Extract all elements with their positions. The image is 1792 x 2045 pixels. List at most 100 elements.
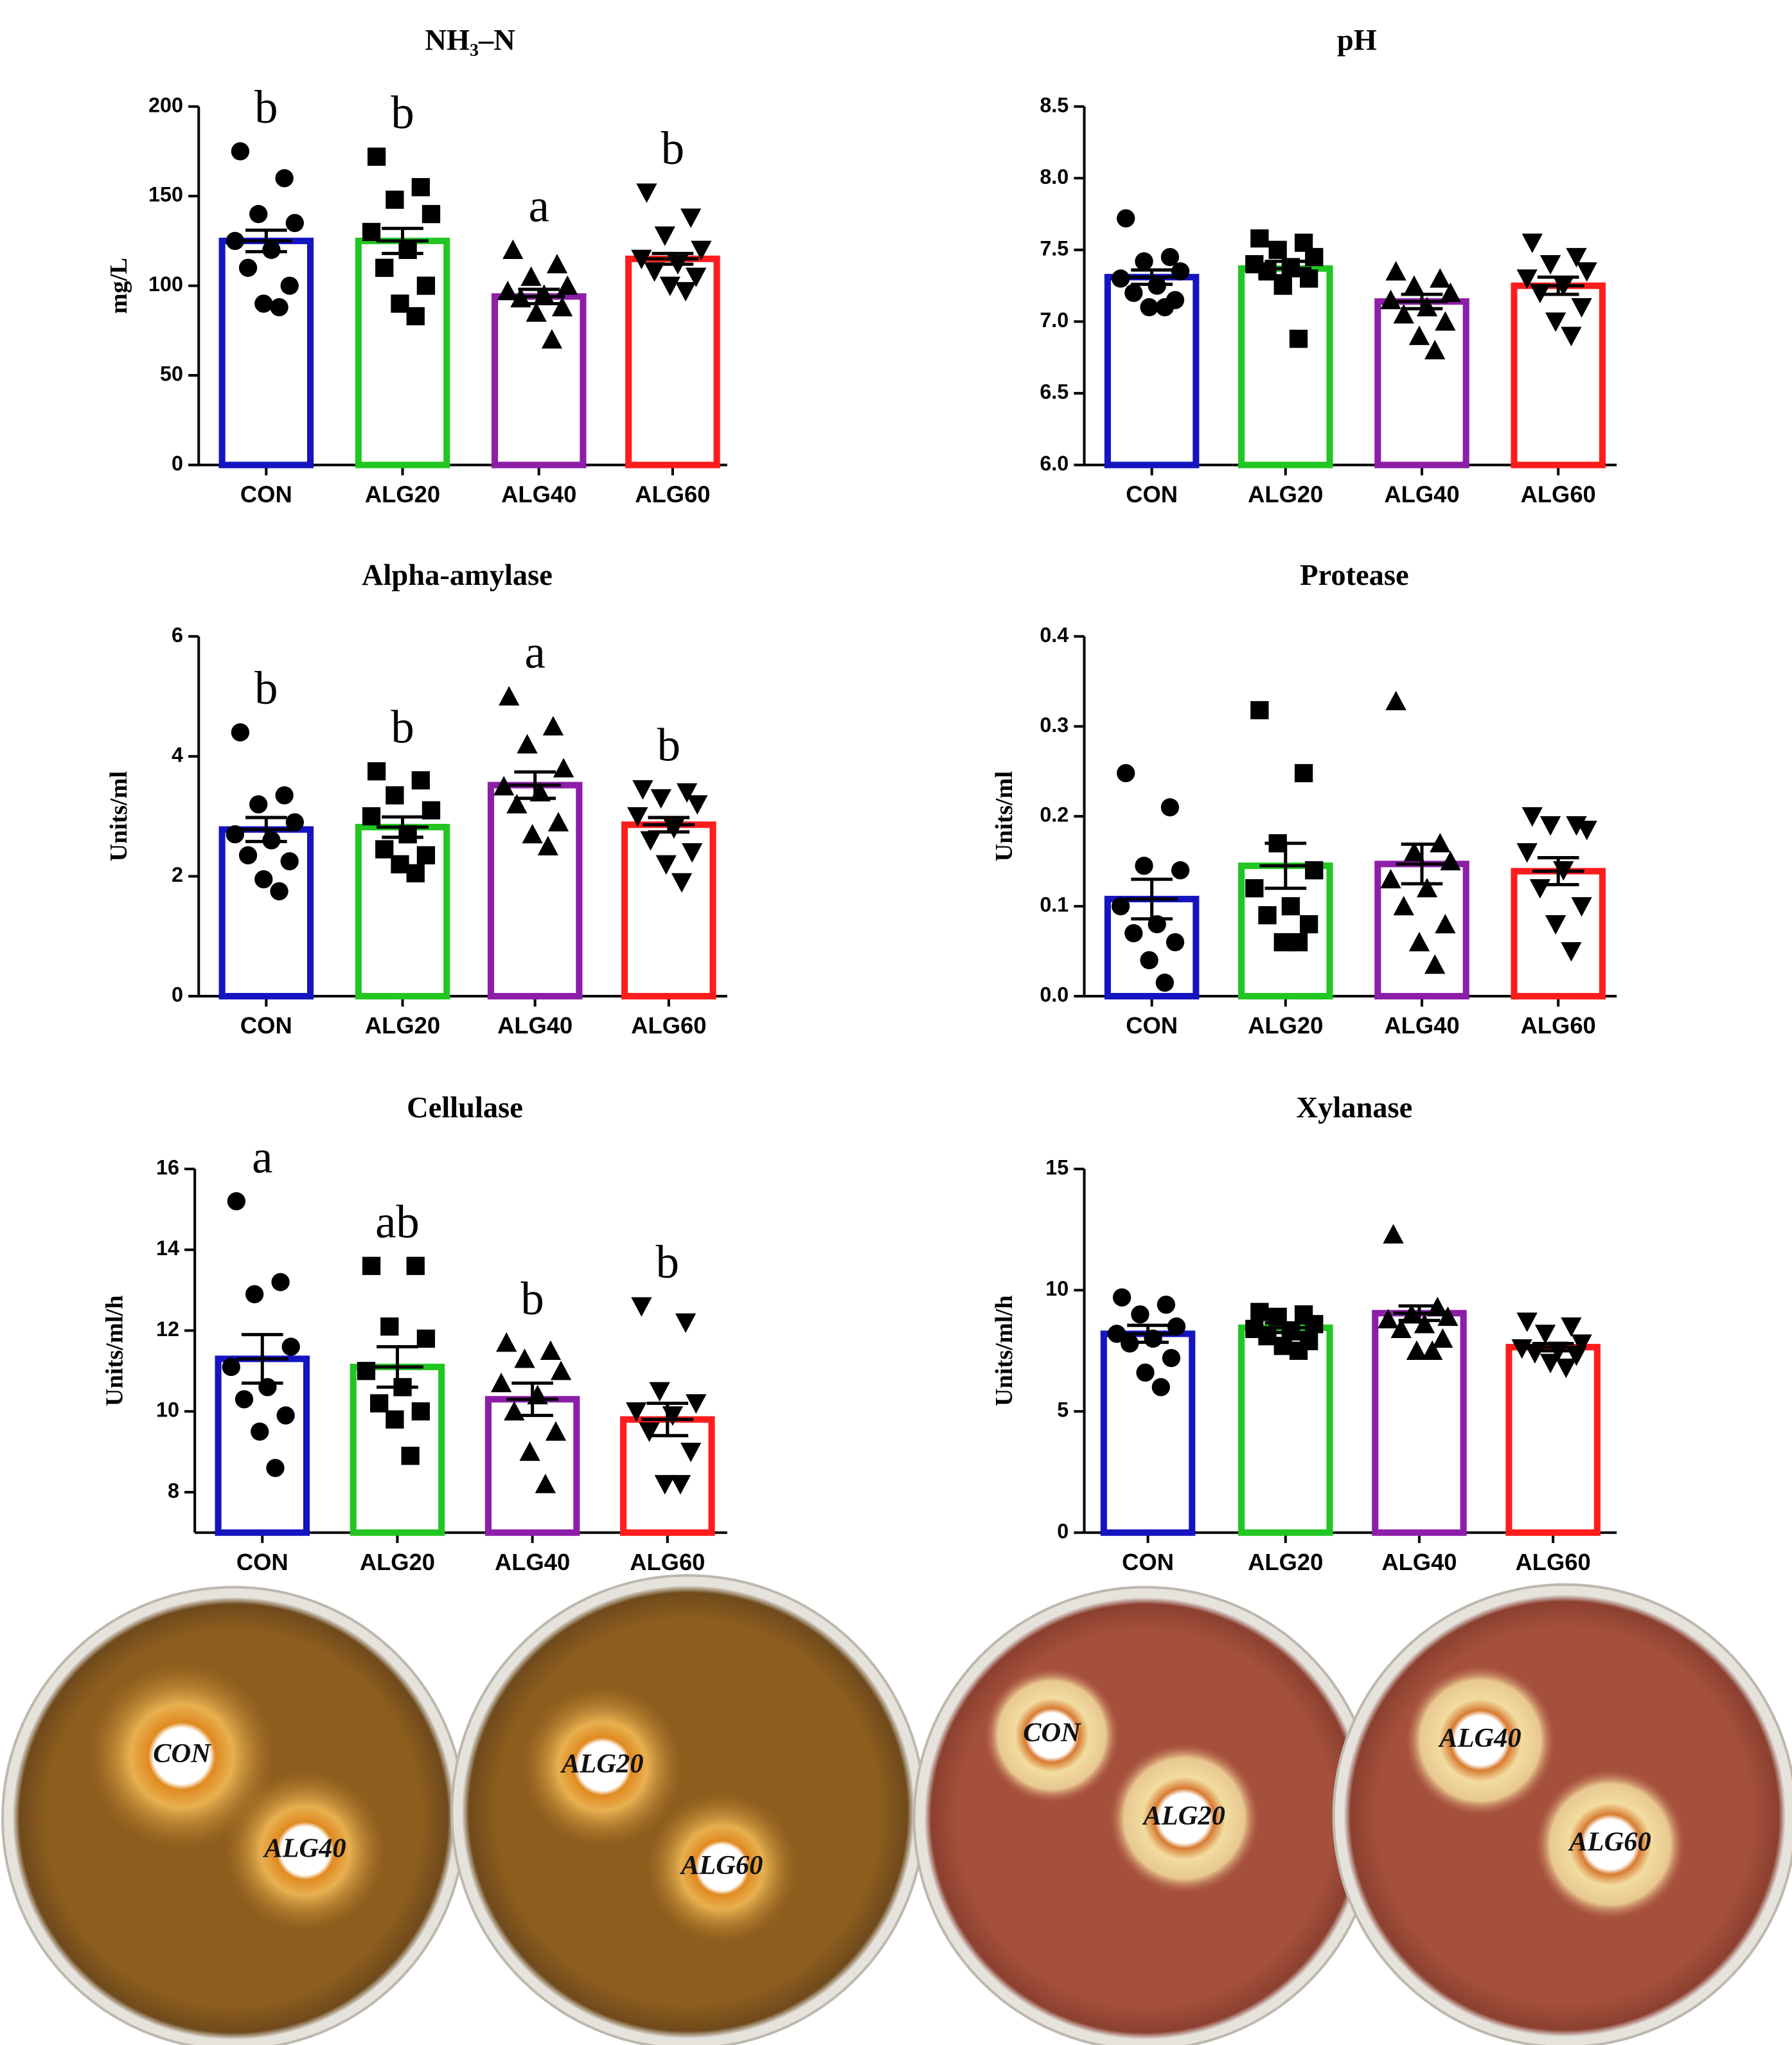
x-tick-label: ALG20 — [1248, 481, 1323, 508]
data-point — [1107, 1325, 1126, 1343]
data-point — [1250, 229, 1269, 248]
error-bar — [509, 770, 562, 800]
data-point — [1556, 1359, 1577, 1379]
data-point — [1140, 951, 1158, 970]
bar — [1511, 868, 1606, 1000]
data-point — [1408, 325, 1430, 345]
data-point — [285, 813, 304, 832]
data-point — [1245, 879, 1264, 898]
x-tick-label: CON — [240, 481, 292, 508]
data-point — [391, 855, 409, 873]
data-point — [506, 794, 528, 814]
data-point — [281, 1337, 300, 1356]
data-point — [550, 1361, 572, 1380]
error-bar — [236, 1333, 288, 1385]
data-point — [649, 1382, 670, 1402]
error-bar — [506, 1381, 559, 1417]
data-point — [1167, 1317, 1186, 1336]
error-bar — [1259, 841, 1312, 890]
error-bar — [646, 251, 699, 266]
x-tick-label: ALG20 — [360, 1549, 435, 1575]
bar — [350, 1363, 445, 1536]
data-point — [680, 208, 702, 228]
data-point — [1440, 282, 1461, 302]
data-point — [1571, 298, 1592, 318]
petri-plate: ALG40 ALG60 — [1332, 1583, 1792, 2045]
y-tick-label: 7.5 — [1040, 237, 1069, 260]
data-point — [1406, 1340, 1428, 1360]
error-bar — [371, 1344, 423, 1389]
data-point — [238, 258, 258, 277]
data-point — [1430, 268, 1451, 288]
y-tick-label: 0.3 — [1040, 713, 1069, 737]
chart-title: Cellulase — [407, 1092, 523, 1125]
data-point — [421, 801, 441, 819]
data-point — [1289, 933, 1308, 952]
chart-title: Xylanase — [1297, 1092, 1413, 1125]
data-point — [654, 226, 675, 246]
data-point — [520, 266, 542, 286]
data-point — [631, 1297, 652, 1317]
bar — [1238, 1324, 1333, 1536]
data-point — [680, 1442, 702, 1463]
data-point — [375, 258, 394, 277]
error-bar — [643, 816, 695, 834]
x-tick-label: ALG40 — [1384, 1012, 1459, 1039]
data-point — [1385, 261, 1406, 281]
significance-letter: b — [661, 122, 684, 174]
y-axis-label: Units/ml — [991, 771, 1018, 862]
data-point — [1435, 913, 1456, 934]
data-point — [270, 882, 288, 900]
y-tick-label: 12 — [156, 1317, 179, 1341]
y-tick-label: 0.0 — [1040, 983, 1069, 1006]
data-point — [1117, 764, 1135, 783]
error-bar — [1126, 877, 1178, 921]
petri-plate: CON ALG20 — [912, 1585, 1378, 2045]
data-point — [627, 807, 648, 827]
error-bar — [377, 226, 429, 255]
error-bar — [513, 287, 565, 306]
data-point — [640, 831, 661, 851]
data-point — [1140, 298, 1158, 317]
data-point — [1124, 924, 1143, 943]
error-bar — [1126, 268, 1178, 286]
data-point — [411, 771, 430, 790]
y-tick-label: 50 — [160, 362, 183, 386]
data-point — [1380, 289, 1401, 310]
data-point — [1432, 1328, 1453, 1348]
x-tick-label: CON — [1122, 1549, 1174, 1575]
petri-plate: ALG20 ALG60 — [450, 1574, 926, 2045]
data-point — [285, 213, 304, 233]
data-point — [227, 1192, 245, 1211]
data-point — [254, 294, 273, 313]
data-point — [541, 329, 563, 349]
y-axis-label: Units/ml — [105, 771, 132, 862]
data-point — [1435, 311, 1456, 331]
bar — [484, 1396, 580, 1536]
data-point — [542, 716, 564, 736]
y-tick-label: 100 — [148, 272, 183, 296]
y-tick-label: 0 — [172, 452, 183, 475]
x-tick-label: CON — [240, 1012, 292, 1039]
clear-zone — [224, 1770, 386, 1932]
data-point — [1440, 850, 1461, 871]
data-point — [226, 825, 244, 844]
data-point — [1576, 821, 1597, 841]
data-point — [535, 1474, 556, 1494]
significance-letter: b — [254, 662, 278, 714]
petri-plate: CON ALG40 — [1, 1585, 466, 2045]
data-point — [540, 1340, 562, 1360]
significance-letter: b — [520, 1273, 544, 1325]
bar — [355, 237, 450, 469]
bar — [1505, 1344, 1601, 1536]
data-point — [514, 1348, 535, 1368]
data-point — [238, 846, 258, 864]
data-point — [266, 1458, 285, 1478]
plate-label: ALG20 — [1141, 1801, 1225, 1831]
data-point — [547, 812, 569, 832]
data-point — [1250, 701, 1269, 720]
data-point — [502, 239, 524, 259]
bar — [1100, 1330, 1196, 1536]
y-tick-label: 14 — [156, 1237, 179, 1260]
